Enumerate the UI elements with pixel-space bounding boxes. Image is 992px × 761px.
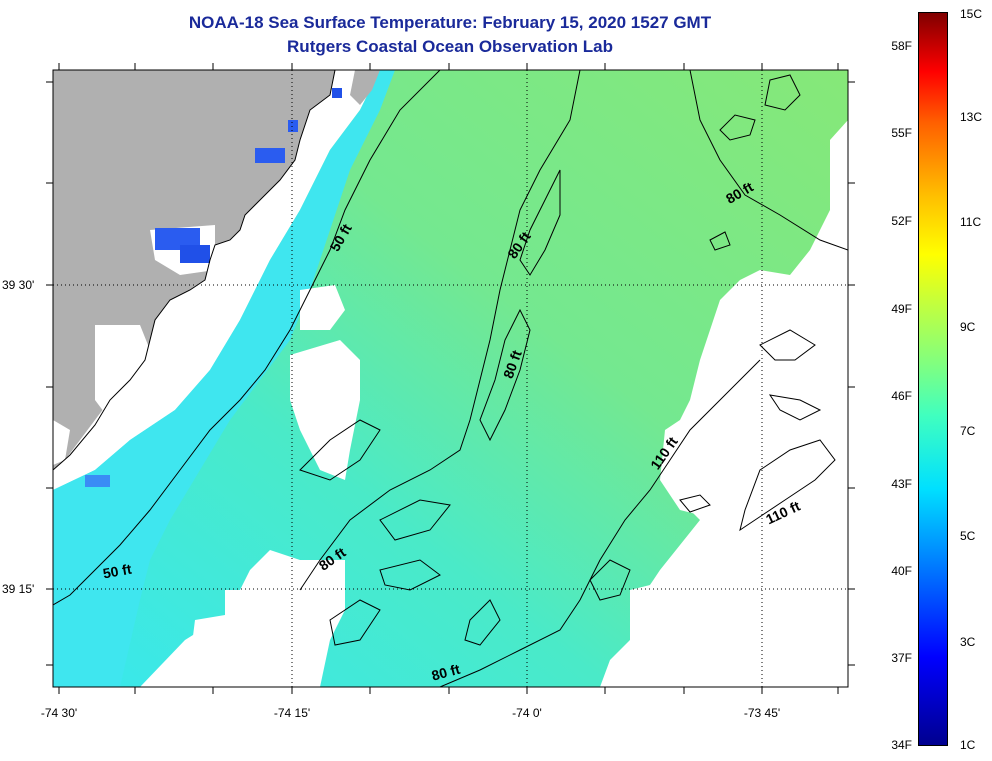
contour-80ft [299,70,581,591]
contour-80ft [764,74,801,111]
colorbar-c-label: 11C [960,215,982,229]
contour-80ft [479,308,531,442]
colorbar-f-label: 37F [891,651,912,665]
contour-80ft [689,70,848,251]
nearshore-cyan [53,70,395,687]
colorbar-c-label: 5C [960,529,976,543]
inlet-cold-water [332,88,342,98]
contour-80ft [329,599,381,646]
land-area [350,70,380,105]
colorbar-f-label: 40F [891,564,912,578]
bathymetry-contours [53,70,848,687]
contour-80ft [379,559,441,591]
contour-80ft [519,169,561,276]
colorbar-c-label: 1C [960,738,976,752]
colorbar-f-label: 58F [891,39,912,53]
lon-label: -74 15' [273,706,311,720]
colorbar-f-label: 43F [891,477,912,491]
colorbar-f-label: 55F [891,126,912,140]
nearshore-cold-patch [85,475,110,487]
contour-depth-label: 80 ft [430,661,462,684]
contour-80ft [719,114,756,141]
colorbar-f-label: 49F [891,302,912,316]
nodata-patch [140,615,240,687]
colorbar-c-label: 9C [960,320,976,334]
contour-110ft [759,329,816,361]
colorbar-c-label: 15C [960,7,983,21]
nodata-patch [300,285,345,330]
axis-ticks [46,63,855,694]
contour-110ft [679,494,711,513]
inlet-cold-water [255,148,285,163]
colorbar-f-label: 52F [891,214,912,228]
nodata-patch [53,420,70,465]
lon-label: -74 0' [512,706,542,720]
coastline [53,70,336,471]
contour-110ft [439,359,761,687]
nodata-patch [610,290,848,687]
colorbar-f-label: 46F [891,389,912,403]
contour-50ft [53,70,441,606]
lat-label: 39 15' [2,582,35,596]
contour-depth-label: 50 ft [102,561,133,582]
colorbar-c-label: 3C [960,635,976,649]
contour-110ft [768,394,822,421]
contour-50ft [299,419,381,481]
nodata-patch [95,325,150,420]
contour-80ft [464,599,501,646]
map-title: NOAA-18 Sea Surface Temperature: Februar… [188,13,712,32]
contour-80ft [709,231,731,251]
colorbar-c-label: 7C [960,424,976,438]
inlet-cold-water [180,245,210,263]
temperature-colorbar [918,12,948,746]
map-frame [52,69,849,688]
graticule [53,70,848,687]
colorbar-c-label: 13C [960,110,983,124]
lat-label: 39 30' [2,278,35,292]
contour-110ft [589,559,631,601]
colorbar-f-label: 34F [891,738,912,752]
nodata-patch [290,340,360,480]
contour-80ft [379,499,451,541]
water-region [53,70,848,687]
contour-110ft [739,439,836,532]
lon-label: -74 30' [40,706,78,720]
inlet-cold-water [288,120,298,132]
lon-label: -73 45' [743,706,781,720]
map-subtitle: Rutgers Coastal Ocean Observation Lab [287,37,613,56]
inlet-cold-water [155,228,200,250]
